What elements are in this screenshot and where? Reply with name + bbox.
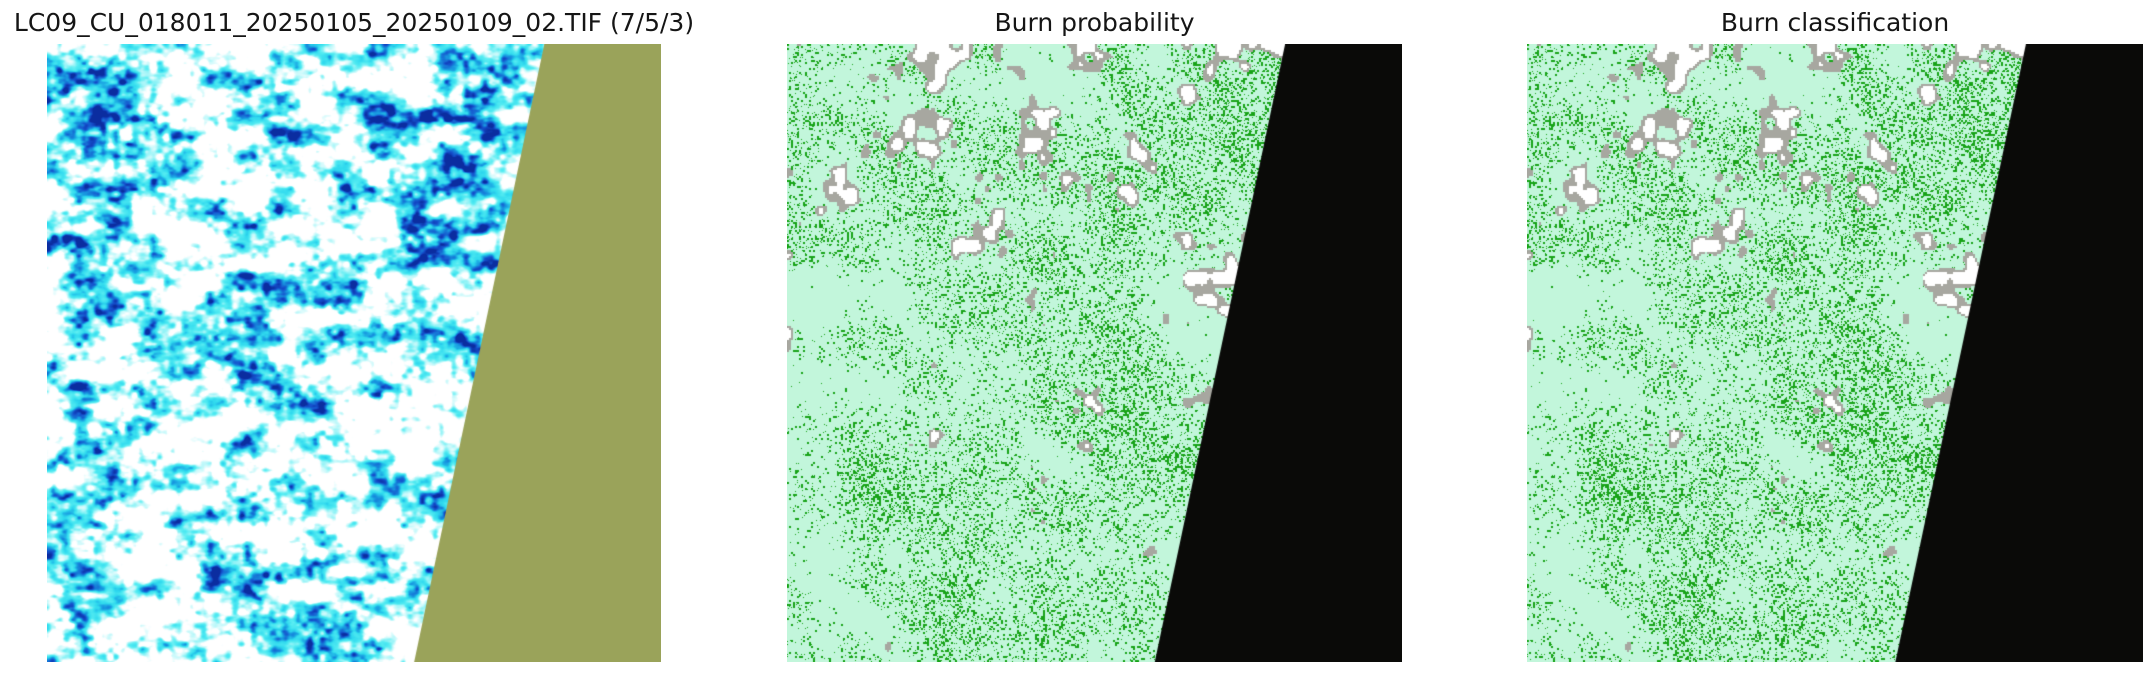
burn-probability-image	[787, 44, 1402, 662]
false-color-composite-image	[47, 44, 661, 662]
burn-classification-image	[1527, 44, 2143, 662]
panel-title-composite: LC09_CU_018011_20250105_20250109_02.TIF …	[13, 8, 695, 37]
panel-burn-classification: Burn classification	[1527, 8, 2143, 662]
panel-false-color-composite: LC09_CU_018011_20250105_20250109_02.TIF …	[14, 8, 694, 662]
panel-title-burn-classification: Burn classification	[1720, 8, 1950, 37]
panel-title-burn-probability: Burn probability	[994, 8, 1195, 37]
panel-burn-probability: Burn probability	[787, 8, 1402, 662]
